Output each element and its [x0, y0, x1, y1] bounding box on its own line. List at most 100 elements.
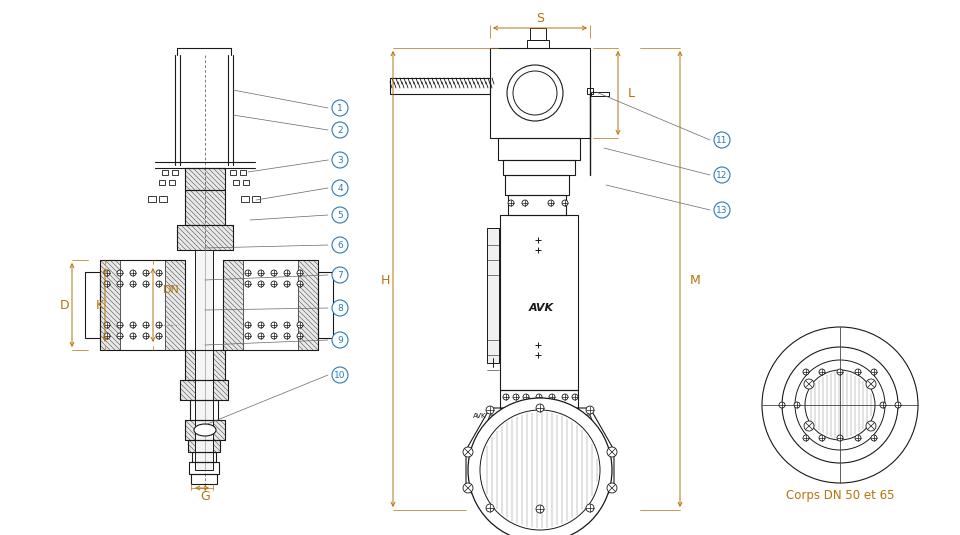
Circle shape	[762, 327, 918, 483]
Circle shape	[245, 270, 251, 276]
Circle shape	[156, 281, 162, 287]
Bar	[177, 225, 233, 250]
Bar	[195, 250, 213, 470]
Circle shape	[572, 394, 578, 400]
Bar	[223, 260, 243, 350]
Circle shape	[871, 435, 877, 441]
Circle shape	[297, 270, 303, 276]
Bar	[298, 260, 318, 350]
Circle shape	[271, 333, 277, 339]
Bar	[233, 180, 239, 185]
Circle shape	[332, 237, 348, 253]
Circle shape	[332, 180, 348, 196]
Circle shape	[607, 483, 617, 493]
Bar	[165, 260, 185, 350]
Bar	[169, 180, 175, 185]
Text: D: D	[60, 299, 70, 311]
Circle shape	[866, 379, 876, 389]
Text: L: L	[628, 87, 635, 100]
Circle shape	[536, 394, 542, 400]
Circle shape	[562, 394, 568, 400]
Circle shape	[130, 281, 136, 287]
Circle shape	[258, 333, 264, 339]
Circle shape	[245, 281, 251, 287]
Text: 7: 7	[337, 271, 343, 279]
Circle shape	[803, 435, 809, 441]
Text: AVK: AVK	[473, 413, 487, 419]
Circle shape	[871, 369, 877, 375]
Circle shape	[104, 333, 110, 339]
Text: S: S	[536, 11, 544, 25]
Bar	[159, 196, 167, 202]
Bar	[185, 168, 225, 190]
Circle shape	[104, 322, 110, 328]
Bar	[180, 380, 228, 400]
Text: Corps DN 50 et 65: Corps DN 50 et 65	[785, 488, 895, 501]
Text: DN: DN	[163, 285, 180, 295]
Bar	[500, 215, 578, 390]
Text: AVK: AVK	[528, 303, 554, 313]
Circle shape	[332, 152, 348, 168]
Circle shape	[245, 333, 251, 339]
Circle shape	[586, 406, 594, 414]
Bar	[192, 452, 216, 462]
Circle shape	[143, 333, 149, 339]
Circle shape	[714, 167, 730, 183]
Circle shape	[804, 379, 814, 389]
Circle shape	[463, 447, 473, 457]
Circle shape	[332, 122, 348, 138]
Circle shape	[803, 369, 809, 375]
Circle shape	[297, 333, 303, 339]
Circle shape	[586, 504, 594, 512]
Bar	[241, 196, 249, 202]
Bar	[487, 228, 499, 363]
Bar	[185, 420, 225, 440]
Bar	[490, 48, 590, 138]
Text: 11: 11	[716, 135, 728, 144]
Text: H: H	[380, 273, 390, 287]
Circle shape	[130, 333, 136, 339]
Circle shape	[117, 333, 123, 339]
Bar	[318, 272, 333, 338]
Circle shape	[548, 200, 554, 206]
Circle shape	[855, 369, 861, 375]
Circle shape	[143, 270, 149, 276]
Circle shape	[284, 333, 290, 339]
Bar	[185, 190, 225, 225]
Circle shape	[507, 65, 563, 121]
Circle shape	[503, 394, 509, 400]
Text: K: K	[96, 299, 104, 311]
Circle shape	[332, 367, 348, 383]
Text: 6: 6	[337, 241, 343, 249]
Bar	[230, 170, 236, 175]
Circle shape	[837, 369, 843, 375]
Circle shape	[522, 200, 528, 206]
Circle shape	[297, 322, 303, 328]
Bar	[240, 170, 246, 175]
Text: 5: 5	[337, 210, 343, 219]
Circle shape	[117, 322, 123, 328]
Circle shape	[513, 394, 519, 400]
Bar	[498, 138, 580, 160]
Text: 13: 13	[716, 205, 728, 215]
Circle shape	[130, 322, 136, 328]
Circle shape	[486, 406, 494, 414]
Circle shape	[156, 322, 162, 328]
Circle shape	[880, 402, 886, 408]
Bar	[390, 78, 490, 94]
Bar	[223, 260, 318, 350]
Bar	[159, 180, 165, 185]
Circle shape	[156, 270, 162, 276]
Ellipse shape	[194, 424, 216, 436]
Circle shape	[819, 435, 825, 441]
Bar	[591, 92, 609, 96]
Circle shape	[819, 369, 825, 375]
Circle shape	[714, 202, 730, 218]
Circle shape	[486, 504, 494, 512]
Circle shape	[480, 410, 600, 530]
Circle shape	[104, 270, 110, 276]
Bar	[100, 260, 185, 350]
Circle shape	[779, 402, 785, 408]
Circle shape	[271, 270, 277, 276]
Bar	[100, 260, 120, 350]
